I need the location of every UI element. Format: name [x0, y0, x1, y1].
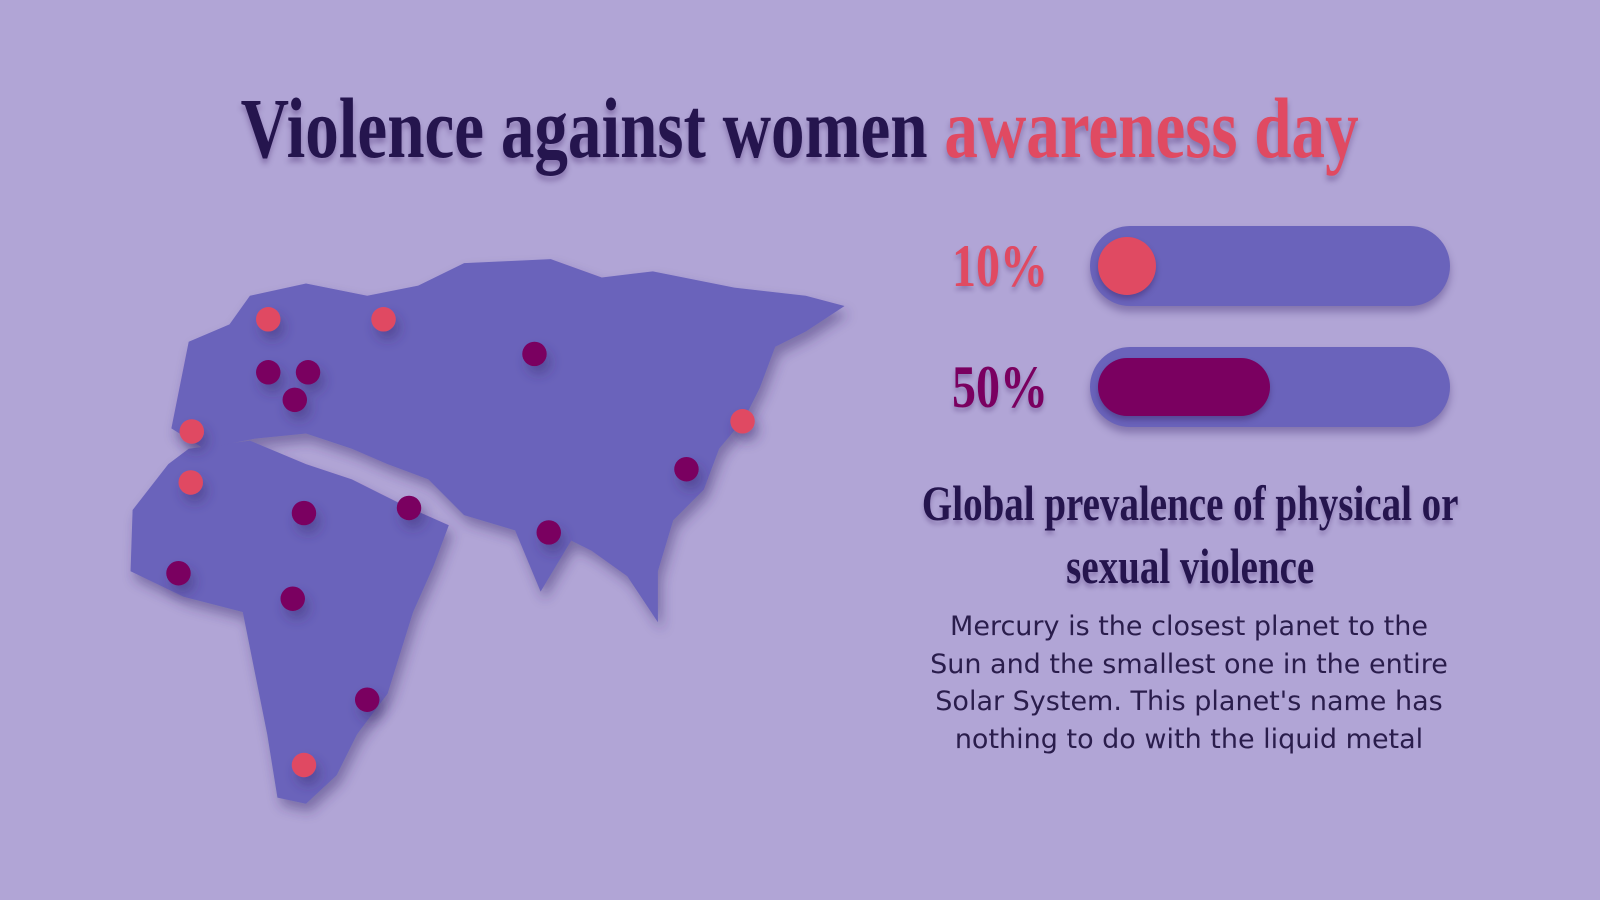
title-highlight: awareness day [944, 80, 1359, 176]
heading-text: Global prevalence of physical or sexual … [921, 475, 1459, 594]
title: Violence against women awareness day [0, 78, 1600, 178]
bar-row: 10% [930, 226, 1460, 306]
bar-row: 50% [930, 347, 1460, 427]
bar-label-text: 50% [952, 354, 1048, 420]
bar-fill [1098, 237, 1156, 295]
bar-track [1090, 226, 1450, 306]
bar-fill [1098, 358, 1270, 416]
title-main: Violence against women [241, 80, 928, 176]
bar-label: 10% [930, 226, 1070, 306]
continents [130, 259, 845, 804]
body-text: Mercury is the closest planet to the Sun… [930, 611, 1448, 755]
bar-label-text: 10% [952, 233, 1048, 299]
bar-label: 50% [930, 347, 1070, 427]
map-dots [166, 307, 755, 778]
heading: Global prevalence of physical or sexual … [900, 472, 1480, 598]
world-map [130, 259, 845, 804]
bar-track [1090, 347, 1450, 427]
